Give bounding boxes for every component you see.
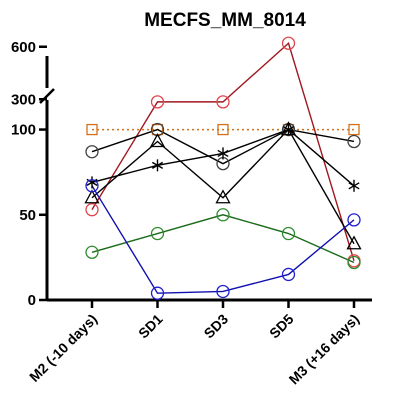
- data-point: [150, 226, 165, 241]
- series-line: [91, 128, 355, 245]
- data-point: [346, 235, 362, 250]
- marker-layer: [84, 36, 362, 300]
- data-point: [85, 179, 99, 193]
- series-layer: [91, 41, 355, 294]
- data-point: [86, 176, 98, 189]
- data-point: [150, 95, 165, 109]
- data-point: [215, 189, 231, 204]
- data-point: [216, 284, 230, 299]
- series-line: [91, 128, 355, 165]
- data-point: [85, 145, 99, 159]
- x-tick-label: SD3: [201, 311, 232, 342]
- data-point: [85, 245, 99, 259]
- x-tick-label: M2 (-10 days): [26, 311, 100, 385]
- data-point: [86, 123, 98, 136]
- data-point: [84, 189, 100, 204]
- data-point: [217, 147, 229, 160]
- data-point: [149, 133, 166, 148]
- y-tick-label: 100: [11, 122, 36, 139]
- data-point: [348, 179, 360, 192]
- data-point: [347, 213, 361, 227]
- chart-title: MECFS_MM_8014: [144, 10, 306, 31]
- data-point: [281, 36, 296, 50]
- y-tick-label: 600: [11, 39, 36, 56]
- x-tick-label: SD1: [135, 311, 166, 342]
- y-axis-break-mark: [39, 88, 55, 104]
- x-tick-label: M3 (+16 days): [286, 311, 363, 388]
- x-tick-label: SD5: [266, 311, 297, 342]
- y-tick-label: 50: [19, 207, 36, 224]
- data-point: [217, 123, 229, 136]
- data-point: [216, 208, 230, 222]
- data-point: [282, 123, 295, 136]
- data-point: [281, 226, 296, 241]
- data-point: [347, 255, 361, 270]
- data-point: [216, 95, 230, 109]
- y-tick-label: 300: [11, 91, 36, 108]
- y-tick-label: 0: [28, 292, 36, 309]
- data-point: [347, 134, 361, 149]
- series-line: [91, 214, 355, 264]
- data-point: [150, 286, 165, 300]
- data-point: [151, 159, 164, 172]
- series-line: [91, 41, 355, 262]
- data-point: [348, 123, 360, 136]
- data-point: [281, 267, 296, 282]
- series-line: [91, 185, 355, 294]
- data-point: [85, 203, 99, 217]
